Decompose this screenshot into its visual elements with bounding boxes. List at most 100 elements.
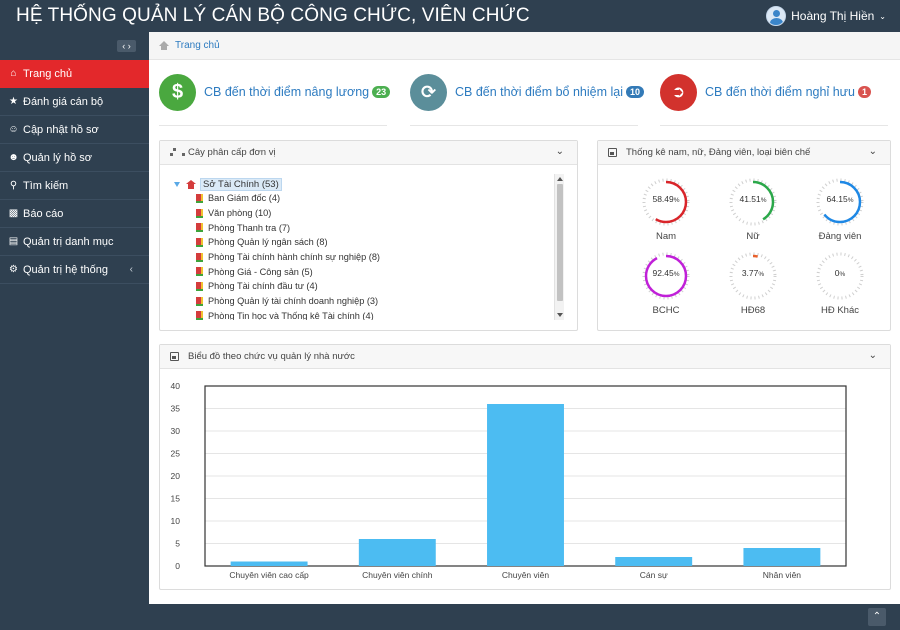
- percent-sign: %: [673, 197, 680, 204]
- panel-title: Biểu đồ theo chức vụ quản lý nhà nước: [188, 351, 355, 362]
- unit-icon: [196, 237, 203, 247]
- y-tick-label: 10: [171, 516, 181, 526]
- count-badge: 10: [626, 86, 645, 98]
- tree-node[interactable]: Phòng Tài chính đầu tư (4): [174, 279, 554, 294]
- count-badge: 23: [372, 86, 391, 98]
- scrollbar-thumb[interactable]: [557, 184, 563, 301]
- tree-node-label[interactable]: Phòng Quản lý ngân sách (8): [208, 237, 328, 248]
- gauge-arc: [731, 180, 775, 224]
- sidebar-item-he-thong[interactable]: ⚙ Quản trị hệ thống ‹: [0, 256, 149, 284]
- sidebar-item-trang-chu[interactable]: ⌂ Trang chủ: [0, 60, 156, 88]
- stat-salary-raise[interactable]: $ CB đến thời điểm nâng lương 23: [159, 72, 391, 112]
- x-tick-label: Nhân viên: [763, 570, 802, 580]
- sidebar-item-quan-ly[interactable]: ☻ Quản lý hồ sơ: [0, 144, 149, 172]
- tree-node-label[interactable]: Phòng Tài chính hành chính sự nghiệp (8): [208, 252, 380, 263]
- gauge-ticks: [642, 178, 690, 226]
- gauge-ticks: [642, 252, 690, 300]
- unit-icon: [196, 281, 203, 291]
- count-badge: 1: [857, 86, 871, 98]
- avatar: [766, 6, 787, 26]
- users-icon: ☻: [8, 152, 19, 163]
- breadcrumb-home-link[interactable]: Trang chủ: [175, 40, 220, 51]
- tree-node[interactable]: Phòng Tài chính hành chính sự nghiệp (8): [174, 250, 554, 265]
- gauge-arc: [818, 180, 862, 224]
- x-tick-label: Chuyên viên chính: [362, 570, 433, 580]
- tree-node[interactable]: Phòng Giá - Công sản (5): [174, 264, 554, 279]
- scroll-up-icon[interactable]: [557, 177, 563, 181]
- tree-node-label[interactable]: Ban Giám đốc (4): [208, 193, 280, 204]
- dollar-icon: $: [159, 73, 196, 111]
- unit-tree: Sở Tài Chính (53) Ban Giám đốc (4) Văn ph…: [174, 178, 554, 320]
- percent-sign: %: [839, 271, 846, 278]
- expand-icon[interactable]: [174, 182, 180, 187]
- gauge-number: 41.51: [739, 194, 761, 204]
- stat-label: CB đến thời điểm nghỉ hưu: [705, 85, 855, 99]
- tree-node-label[interactable]: Phòng Thanh tra (7): [208, 222, 291, 233]
- tree-node[interactable]: Phòng Quản lý tài chính doanh nghiệp (3): [174, 294, 554, 309]
- gauge-ticks: [729, 178, 777, 226]
- gauge-label: HĐ68: [740, 305, 766, 316]
- chevron-down-icon[interactable]: ⌄: [868, 350, 877, 361]
- bar: [230, 561, 308, 566]
- app-header: HỆ THỐNG QUẢN LÝ CÁN BỘ CÔNG CHỨC, VIÊN …: [0, 0, 900, 32]
- panel-title: Thống kê nam, nữ, Đảng viên, loại biên c…: [626, 147, 811, 158]
- sidebar-collapse-toggle[interactable]: ‹ ›: [117, 40, 136, 52]
- x-tick-label: Chuyên viên cao cấp: [229, 570, 309, 580]
- bar: [615, 557, 693, 566]
- percent-sign: %: [673, 271, 680, 278]
- tree-node[interactable]: Phòng Tin học và Thống kê Tài chính (4): [174, 309, 554, 320]
- gauge-label: Nam: [655, 231, 677, 242]
- y-tick-label: 20: [171, 471, 181, 481]
- gauge-value: 64.15%: [810, 194, 870, 204]
- unit-icon: [196, 311, 203, 320]
- tree-node-label[interactable]: Phòng Tin học và Thống kê Tài chính (4): [208, 310, 374, 320]
- gauge-đảng-viên: 64.15% Đảng viên: [810, 177, 870, 242]
- main-content: Trang chủ $ CB đến thời điểm nâng lương 2…: [149, 32, 900, 604]
- percent-sign: %: [758, 271, 765, 278]
- gauge-ticks: [816, 252, 864, 300]
- gauge-number: 58.49: [652, 194, 674, 204]
- gauge-label: Đảng viên: [818, 231, 862, 242]
- tree-node[interactable]: Văn phòng (10): [174, 206, 554, 221]
- tree-node[interactable]: Phòng Quản lý ngân sách (8): [174, 235, 554, 250]
- sidebar-item-danh-muc[interactable]: ▤ Quản trị danh mục: [0, 228, 149, 256]
- unit-icon: [196, 296, 203, 306]
- sidebar-item-label: Tìm kiếm: [23, 179, 69, 192]
- position-chart-panel: Biểu đồ theo chức vụ quản lý nhà nước ⌄ …: [159, 344, 891, 590]
- divider: [660, 125, 888, 126]
- chevron-down-icon[interactable]: ⌄: [555, 146, 564, 157]
- home-icon: [159, 40, 169, 51]
- tree-node[interactable]: Phòng Thanh tra (7): [174, 220, 554, 235]
- star-icon: ★: [9, 96, 18, 107]
- scroll-to-top-button[interactable]: ⌃: [868, 608, 886, 626]
- tree-scrollbar[interactable]: [554, 174, 564, 320]
- gauge-number: 0: [834, 268, 840, 278]
- gauge-value: 58.49%: [636, 194, 696, 204]
- stat-retirement[interactable]: ➲ CB đến thời điểm nghỉ hưu 1: [660, 72, 871, 112]
- sidebar-item-bao-cao[interactable]: ▩ Báo cáo: [0, 200, 149, 228]
- chart-icon: [170, 352, 179, 361]
- tree-node-label[interactable]: Phòng Quản lý tài chính doanh nghiệp (3): [208, 296, 379, 307]
- gauge-bchc: 92.45% BCHC: [636, 251, 696, 316]
- scroll-down-icon[interactable]: [557, 313, 563, 317]
- sidebar-item-tim-kiem[interactable]: ⚲ Tìm kiếm: [0, 172, 149, 200]
- chevron-down-icon[interactable]: ⌄: [868, 146, 877, 157]
- panel-header: Biểu đồ theo chức vụ quản lý nhà nước ⌄: [160, 345, 890, 369]
- sidebar-item-cap-nhat[interactable]: ☺ Cập nhật hồ sơ: [0, 116, 149, 144]
- unit-icon: [196, 223, 203, 233]
- sidebar-item-danh-gia[interactable]: ★ Đánh giá cán bộ: [0, 88, 149, 116]
- tree-root-node[interactable]: Sở Tài Chính (53): [174, 178, 554, 191]
- gauge-ring: [642, 252, 690, 300]
- chart-icon: ▩: [8, 208, 19, 219]
- x-tick-label: Chuyên viên: [502, 570, 550, 580]
- stat-reappointment[interactable]: ⟳ CB đến thời điểm bổ nhiệm lại 10: [410, 72, 645, 112]
- tree-node-label[interactable]: Phòng Tài chính đầu tư (4): [208, 281, 318, 292]
- gauge-value: 92.45%: [636, 268, 696, 278]
- tree-node-label[interactable]: Sở Tài Chính (53): [200, 178, 282, 191]
- sidebar-item-label: Quản lý hồ sơ: [23, 151, 92, 164]
- y-tick-label: 30: [171, 426, 181, 436]
- user-menu[interactable]: Hoàng Thị Hiền ⌄: [766, 6, 886, 26]
- tree-node-label[interactable]: Phòng Giá - Công sản (5): [208, 266, 313, 277]
- tree-node[interactable]: Ban Giám đốc (4): [174, 191, 554, 206]
- tree-node-label[interactable]: Văn phòng (10): [208, 208, 272, 219]
